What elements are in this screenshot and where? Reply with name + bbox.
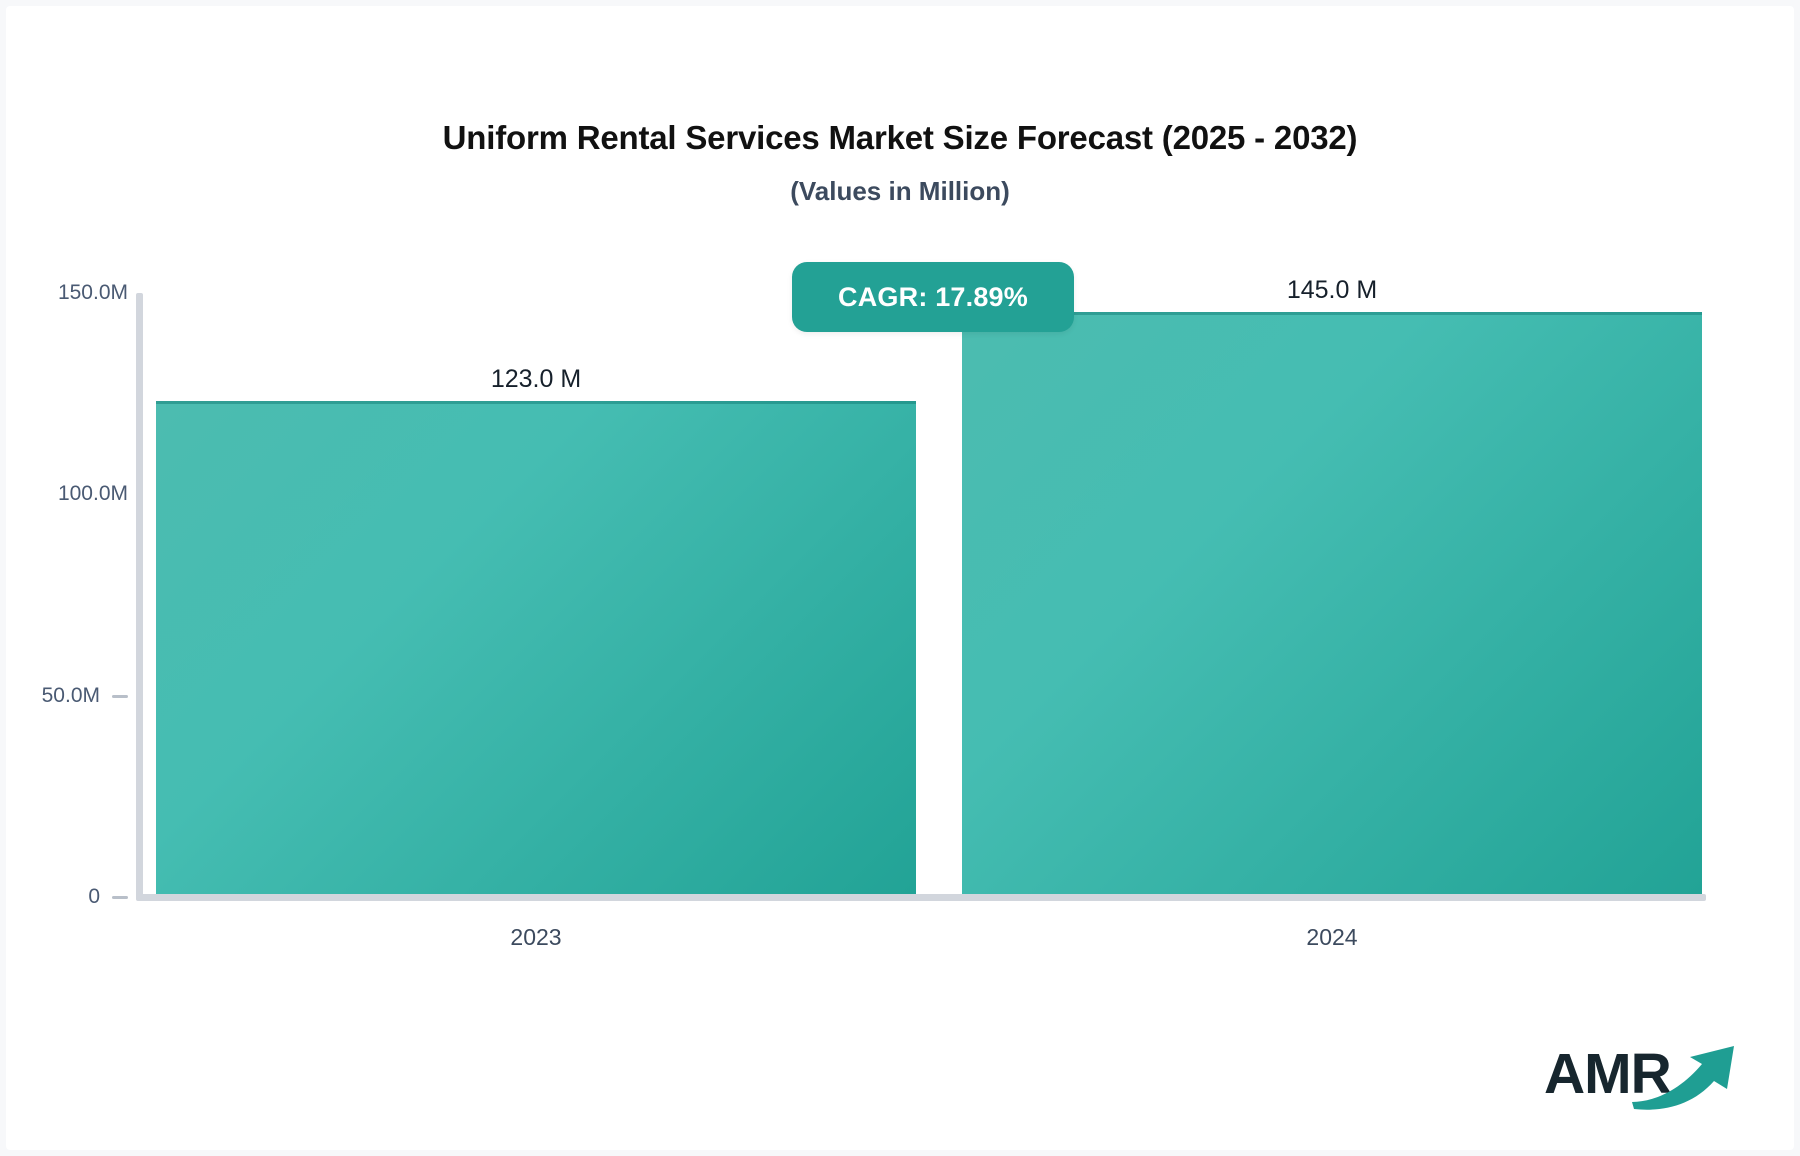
x-axis-line (136, 894, 1706, 901)
cagr-badge[interactable]: CAGR: 17.89% (792, 262, 1074, 332)
growth-arrow-icon (1632, 1046, 1734, 1110)
y-tick-mark-50 (112, 695, 128, 698)
amr-logo-text: AMR (1544, 1042, 1672, 1106)
page-title: Uniform Rental Services Market Size Fore… (442, 119, 1358, 156)
x-tick-label-2024: 2024 (1306, 924, 1358, 950)
bar-2023[interactable] (156, 401, 916, 894)
bar-value-2023: 123.0 M (490, 365, 582, 393)
chart-card: Uniform Rental Services Market Size Fore… (6, 6, 1794, 1150)
y-tick-label-50: 50.0M (41, 684, 100, 707)
bar-2024[interactable] (962, 312, 1702, 894)
y-tick-mark-0 (112, 896, 128, 899)
chart-subtitle: (Values in Million) (790, 176, 1010, 206)
plot-area: 150.0M 100.0M 50.0M 0 123.0 M 145.0 M 20… (6, 6, 1794, 1150)
cagr-badge-label: CAGR: 17.89% (838, 281, 1028, 312)
x-tick-label-2023: 2023 (510, 924, 562, 950)
amr-logo: AMR (1544, 1038, 1744, 1116)
y-tick-label-100: 100.0M (57, 482, 128, 505)
y-tick-label-0: 0 (88, 885, 100, 908)
y-axis-line (136, 293, 143, 899)
y-tick-label-150: 150.0M (57, 281, 128, 304)
bar-value-2024: 145.0 M (1286, 276, 1378, 304)
